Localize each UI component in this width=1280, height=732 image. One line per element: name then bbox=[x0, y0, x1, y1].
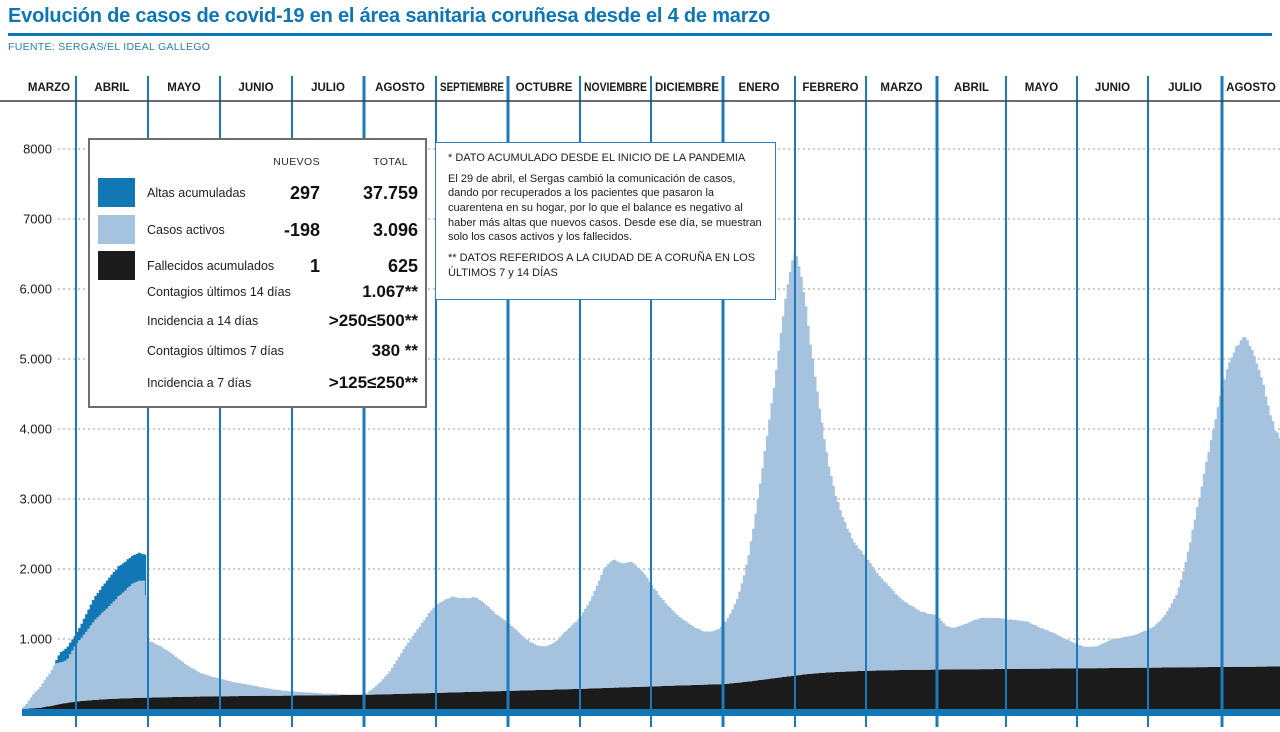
activos-swatch bbox=[98, 215, 135, 244]
y-axis-label: 5.000 bbox=[19, 352, 52, 367]
legend-col-header-nuevos: NUEVOS bbox=[273, 156, 320, 168]
annotation-note-ciudad: ** DATOS REFERIDOS A LA CIUDAD DE A CORU… bbox=[448, 251, 756, 279]
legend-label: Contagios últimos 7 días bbox=[147, 344, 284, 358]
legend-label: Casos activos bbox=[147, 223, 225, 237]
legend-value-total: 1.067** bbox=[362, 282, 418, 301]
legend-label: Contagios últimos 14 días bbox=[147, 285, 291, 299]
source-credit: FUENTE: SERGAS/EL IDEAL GALLEGO bbox=[8, 41, 211, 53]
legend-label: Altas acumuladas bbox=[147, 186, 246, 200]
legend-label: Incidencia a 7 días bbox=[147, 376, 252, 390]
legend-value-total: >125≤250** bbox=[328, 373, 418, 392]
month-label: AGOSTO bbox=[1226, 82, 1276, 94]
y-axis-label: 8000 bbox=[23, 142, 52, 157]
month-label: NOVIEMBRE bbox=[584, 82, 647, 94]
month-label: AGOSTO bbox=[375, 82, 425, 94]
legend-row-altas: Altas acumuladas 297 37.759 bbox=[90, 178, 425, 208]
x-axis-baseline bbox=[22, 709, 1280, 716]
legend-value-total: 37.759 bbox=[362, 182, 418, 203]
month-label: SEPTIEMBRE bbox=[440, 82, 504, 94]
legend-value-total: 3.096 bbox=[372, 219, 418, 240]
annotation-note-acumulado: * DATO ACUMULADO DESDE EL INICIO DE LA P… bbox=[448, 152, 746, 164]
month-label: FEBRERO bbox=[802, 82, 858, 94]
legend-value-total: 625 bbox=[387, 255, 418, 276]
y-axis-label: 7000 bbox=[23, 212, 52, 227]
legend-label: Fallecidos acumulados bbox=[147, 259, 275, 273]
legend-value-nuevos: 1 bbox=[309, 255, 320, 276]
legend-row-fallecidos: Fallecidos acumulados 1 625 bbox=[90, 251, 425, 281]
title-underline bbox=[8, 33, 1272, 36]
month-label: MAYO bbox=[167, 82, 200, 94]
month-label: JUNIO bbox=[238, 82, 273, 94]
month-label: ABRIL bbox=[94, 82, 129, 94]
legend-row-incidencia-14: Incidencia a 14 días >250≤500** bbox=[90, 308, 425, 334]
month-label: JUNIO bbox=[1095, 82, 1130, 94]
area-altas-acumuladas bbox=[55, 552, 147, 666]
month-label: OCTUBRE bbox=[516, 82, 573, 94]
month-label: MARZO bbox=[880, 82, 922, 94]
legend-row-contagios-7: Contagios últimos 7 días 380 ** bbox=[90, 338, 425, 364]
legend-value-nuevos: 297 bbox=[289, 182, 320, 203]
legend-label: Incidencia a 14 días bbox=[147, 314, 259, 328]
month-label: ENERO bbox=[739, 82, 780, 94]
y-axis-label: 1.000 bbox=[19, 632, 52, 647]
legend-row-activos: Casos activos -198 3.096 bbox=[90, 215, 425, 245]
altas-swatch bbox=[98, 178, 135, 207]
legend-row-contagios-14: Contagios últimos 14 días 1.067** bbox=[90, 279, 425, 305]
y-axis-label: 4.000 bbox=[19, 422, 52, 437]
annotation-body: El 29 de abril, el Sergas cambió la comu… bbox=[448, 172, 762, 244]
legend-col-header-total: TOTAL bbox=[373, 156, 408, 168]
legend-value-total: 380 ** bbox=[371, 341, 418, 360]
annotation-box: * DATO ACUMULADO DESDE EL INICIO DE LA P… bbox=[435, 142, 776, 300]
fallecidos-swatch bbox=[98, 251, 135, 280]
month-label: MAYO bbox=[1025, 82, 1058, 94]
legend-row-incidencia-7: Incidencia a 7 días >125≤250** bbox=[90, 369, 425, 397]
month-label: JULIO bbox=[311, 82, 345, 94]
y-axis-label: 6.000 bbox=[19, 282, 52, 297]
month-label: ABRIL bbox=[954, 82, 989, 94]
y-axis-label: 2.000 bbox=[19, 562, 52, 577]
legend-value-nuevos: -198 bbox=[283, 219, 320, 240]
month-label: DICIEMBRE bbox=[655, 82, 719, 94]
page-title: Evolución de casos de covid-19 en el áre… bbox=[8, 5, 771, 27]
month-label: JULIO bbox=[1168, 82, 1202, 94]
y-axis-label: 3.000 bbox=[19, 492, 52, 507]
month-label: MARZO bbox=[28, 82, 70, 94]
legend-panel: NUEVOS TOTAL Altas acumuladas 297 37.759… bbox=[88, 138, 427, 408]
legend-value-total: >250≤500** bbox=[328, 311, 418, 330]
